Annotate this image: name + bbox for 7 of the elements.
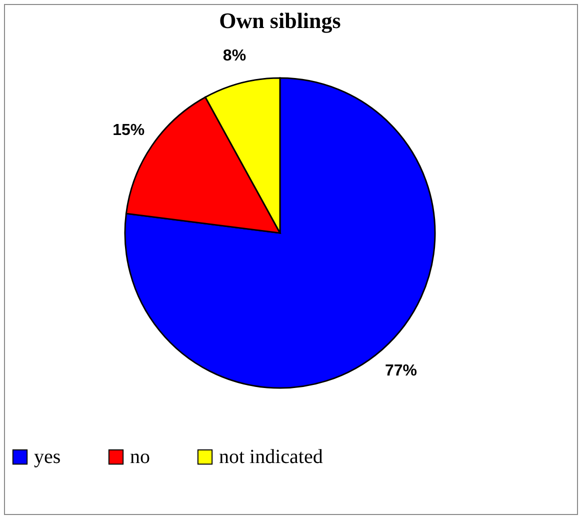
legend-label: no	[130, 446, 150, 468]
data-label: 8%	[222, 48, 246, 65]
data-label: 15%	[112, 122, 145, 140]
data-label: 77%	[385, 362, 418, 380]
chart-title: Own siblings	[219, 8, 342, 33]
legend-label: not indicated	[219, 446, 323, 468]
legend-label: yes	[34, 446, 61, 468]
